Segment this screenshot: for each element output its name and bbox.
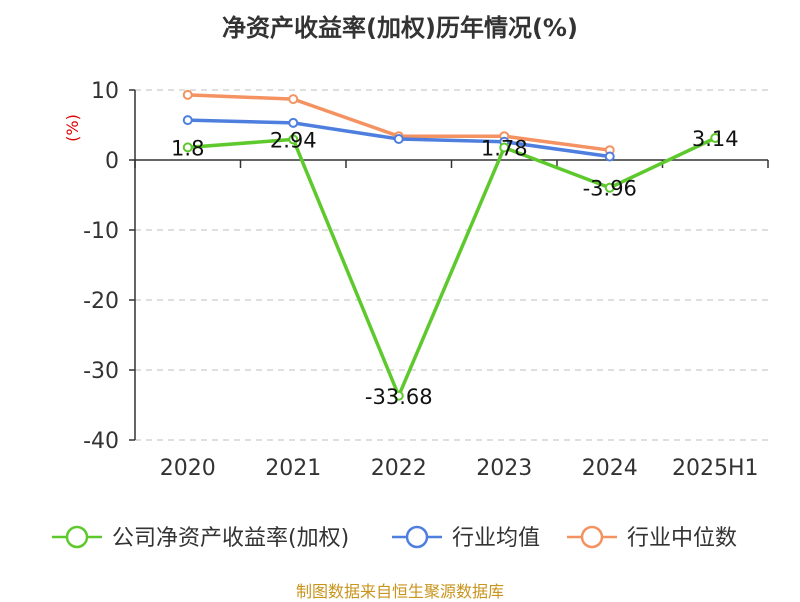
legend-label: 行业均值 — [452, 526, 540, 551]
series-point-0 — [182, 142, 193, 153]
data-label: -33.68 — [365, 385, 433, 409]
x-tick-label: 2020 — [160, 456, 216, 481]
x-tick-label: 2022 — [371, 456, 427, 481]
y-tick-label: 0 — [105, 149, 119, 174]
series-point-2 — [182, 89, 193, 100]
series-point-0 — [288, 134, 299, 145]
data-label: -3.96 — [583, 177, 637, 201]
y-tick-label: -30 — [83, 359, 119, 384]
data-label: 1.8 — [171, 136, 204, 160]
series-layer — [182, 89, 721, 401]
series-point-0 — [499, 142, 510, 153]
series-point-2 — [288, 94, 299, 105]
x-tick-label: 2025H1 — [672, 456, 759, 481]
y-unit-label: (%) — [63, 114, 82, 142]
data-label: 2.94 — [270, 128, 317, 152]
legend-marker — [580, 525, 604, 549]
x-tick-label: 2023 — [476, 456, 532, 481]
y-tick-label: 10 — [91, 79, 119, 104]
y-tick-label: -20 — [83, 289, 119, 314]
y-tick-label: -40 — [83, 429, 119, 454]
legend-marker — [65, 525, 89, 549]
series-point-0 — [604, 182, 615, 193]
legend-label: 行业中位数 — [627, 526, 737, 551]
data-label: 3.14 — [692, 127, 739, 151]
legend-marker — [405, 525, 429, 549]
x-tick-label: 2021 — [265, 456, 321, 481]
series-point-0 — [710, 133, 721, 144]
series-point-1 — [182, 115, 193, 126]
series-point-1 — [288, 117, 299, 128]
label-layer: 1.8 2.94 -33.68 1.78 -3.96 3.14 — [171, 127, 739, 409]
chart-title: 净资产收益率(加权)历年情况(%) — [222, 14, 578, 42]
x-tick-label: 2024 — [582, 456, 638, 481]
series-line-0 — [187, 136, 716, 398]
legend-label: 公司净资产收益率(加权) — [112, 526, 349, 551]
series-point-0 — [393, 390, 404, 401]
data-source-note: 制图数据来自恒生聚源数据库 — [295, 582, 504, 601]
series-point-1 — [604, 151, 615, 162]
series-point-1 — [393, 134, 404, 144]
axis-layer: 10 0 -10 -20 -30 -40 (%) 2020 2021 2022 2023 2024 20… — [63, 79, 769, 481]
legend: 公司净资产收益率(加权) 行业均值 行业中位数 — [52, 525, 737, 551]
y-tick-label: -10 — [83, 219, 119, 244]
data-label: 1.78 — [481, 137, 528, 161]
